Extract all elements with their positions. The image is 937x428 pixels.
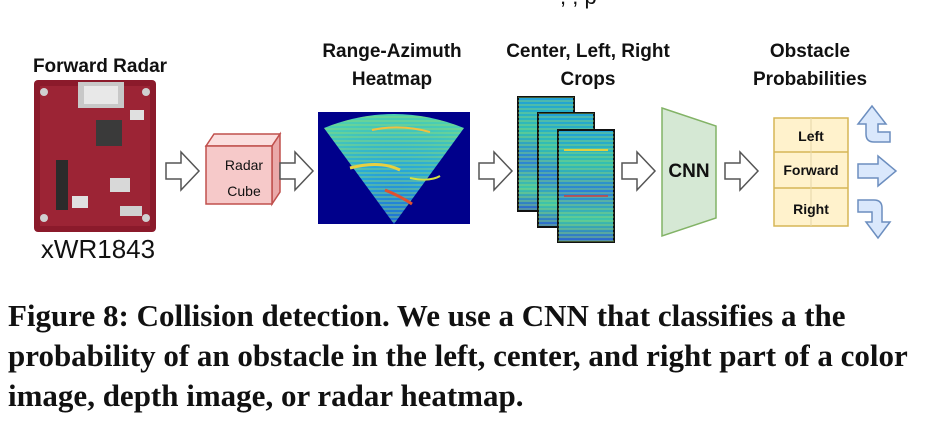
- cnn-label: CNN: [668, 161, 709, 182]
- turn-up-arrow-icon: [856, 104, 891, 143]
- radar-cube-label-line2: Cube: [227, 183, 261, 199]
- radar-model-label: xWR1843: [41, 234, 155, 264]
- prob-cell-forward: Forward: [783, 162, 838, 178]
- prob-cell-left: Left: [798, 128, 824, 144]
- cnn-block: [661, 106, 717, 238]
- forward-arrow-icon: [857, 154, 898, 188]
- range-azimuth-heatmap: [318, 112, 470, 224]
- heatmap-title-line1: Range-Azimuth: [322, 41, 461, 62]
- flow-arrow-2: [279, 150, 315, 192]
- probabilities-title-line1: Obstacle: [770, 41, 850, 62]
- probability-table: [773, 117, 849, 227]
- flow-arrow-3: [478, 150, 514, 192]
- prob-cell-right: Right: [793, 201, 829, 217]
- flow-arrow-4: [621, 150, 657, 192]
- flow-arrow-1: [165, 150, 201, 192]
- crop-stack: [517, 96, 615, 243]
- radar-board-image: [34, 80, 156, 232]
- heatmap-title-line2: Heatmap: [352, 69, 432, 90]
- top-partial-text: , , p: [560, 0, 597, 9]
- turn-down-arrow-icon: [857, 199, 892, 240]
- crop-right-image: [557, 129, 615, 243]
- figure-caption: Figure 8: Collision detection. We use a …: [8, 298, 908, 413]
- crops-title-line1: Center, Left, Right: [506, 41, 670, 62]
- flow-arrow-5: [724, 150, 760, 192]
- radar-cube: [204, 131, 282, 207]
- radar-cube-label-line1: Radar: [225, 157, 263, 173]
- crops-title-line2: Crops: [561, 69, 616, 90]
- radar-title: Forward Radar: [33, 56, 168, 77]
- probabilities-title-line2: Probabilities: [753, 69, 867, 90]
